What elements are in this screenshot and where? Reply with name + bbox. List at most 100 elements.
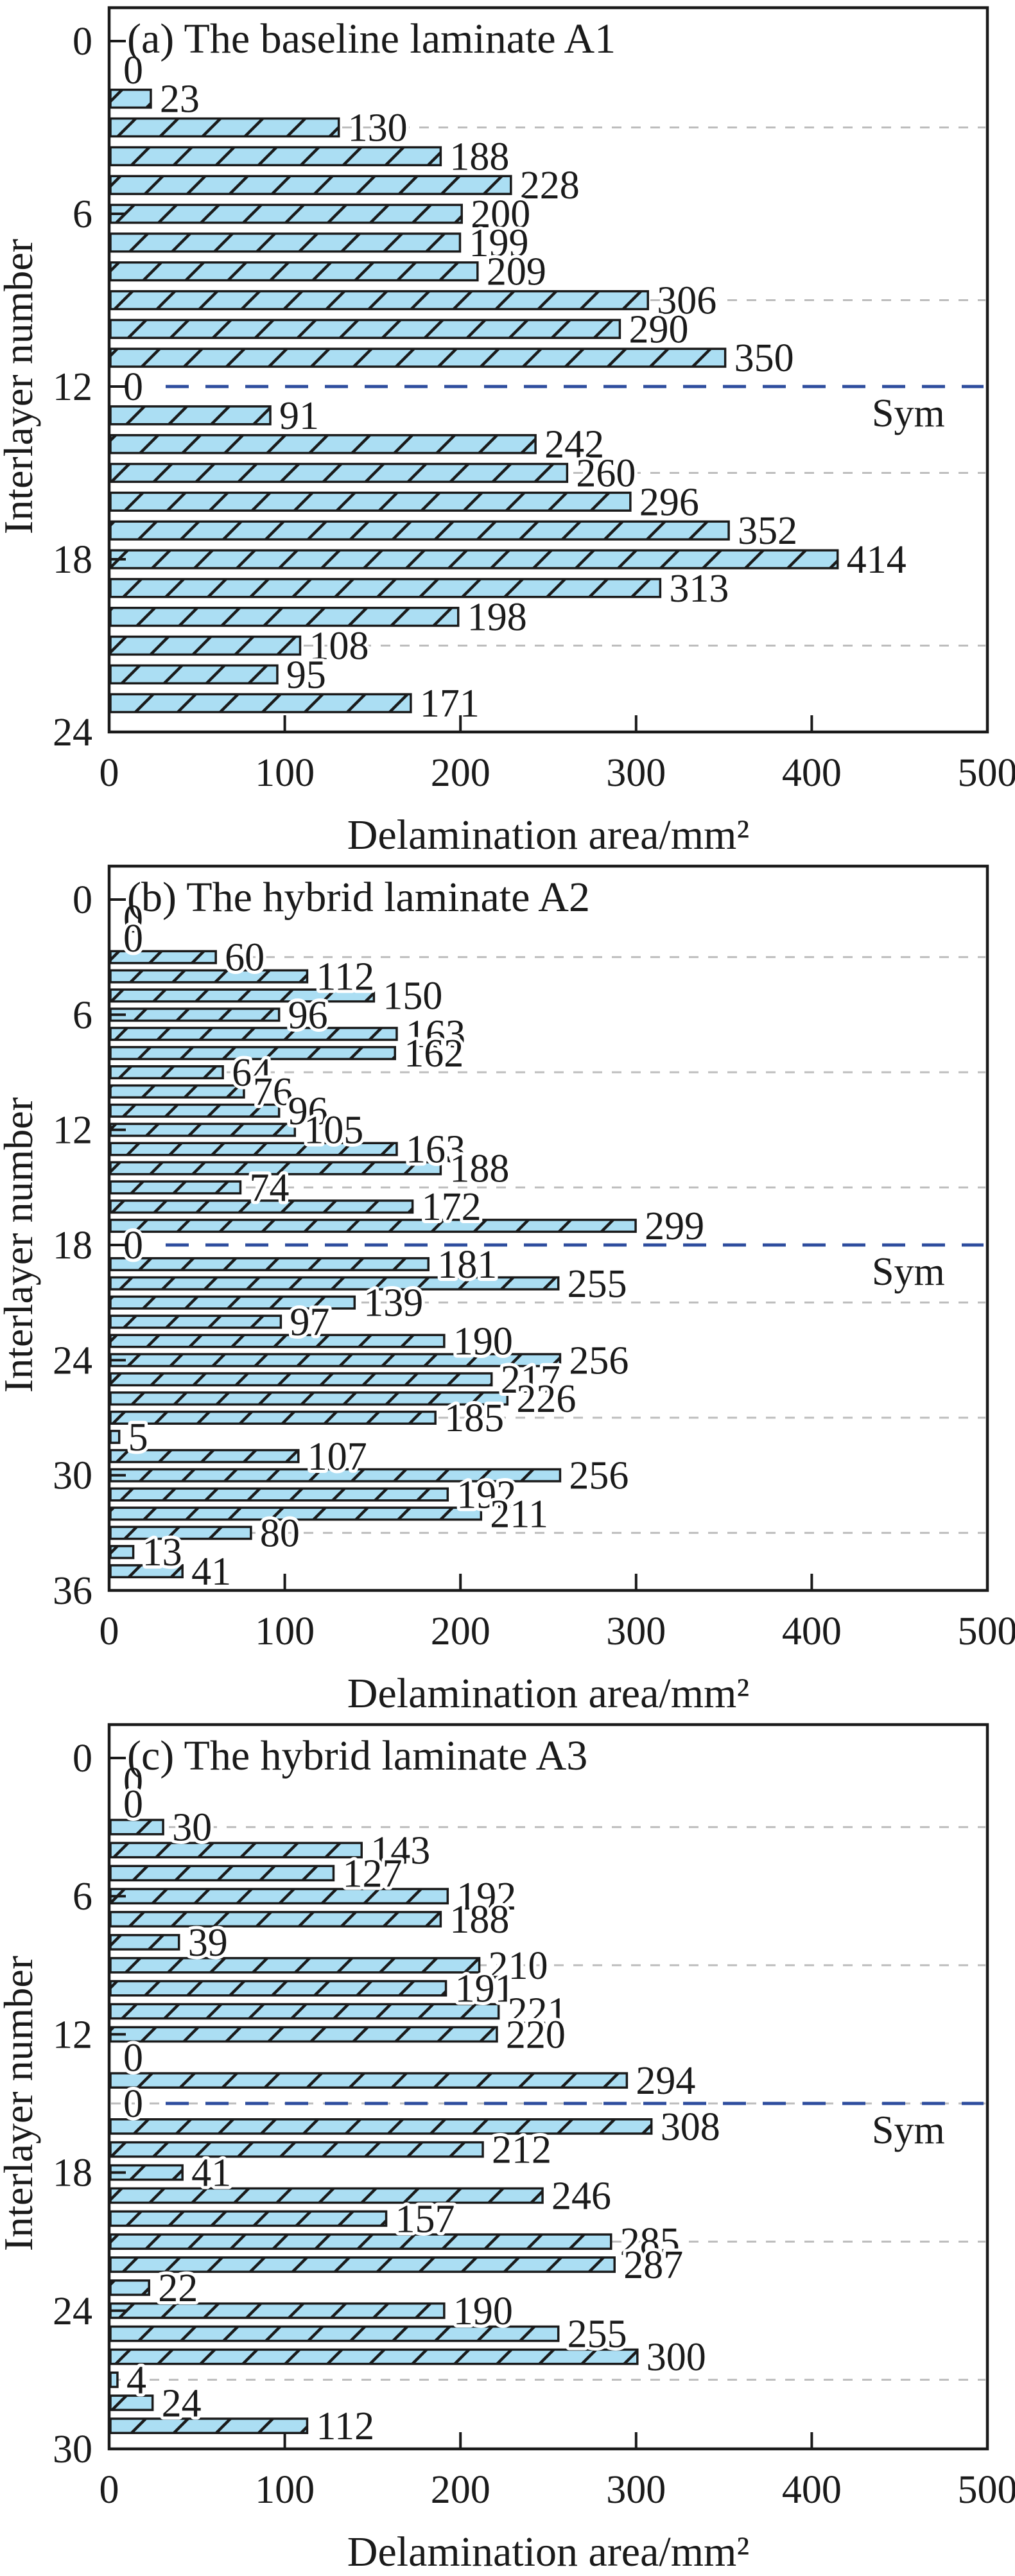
bar-interlayer-7	[109, 1911, 442, 1928]
bar-interlayer-3	[109, 117, 340, 138]
y-tick-label: 30	[53, 2428, 92, 2471]
bar-value-label: 127	[342, 1852, 402, 1895]
bar-interlayer-27	[109, 1410, 437, 1425]
bar-interlayer-20	[109, 607, 460, 627]
bar-value-label: 256	[569, 1339, 629, 1382]
bar-value-label: 220	[506, 2013, 566, 2057]
bar-interlayer-8	[109, 261, 479, 282]
bar-value-label: 210	[489, 1944, 548, 1988]
chart-panel-c: 0 0 30 143 127 192 188 39 210 191 221 220 0 294 0 308 21…	[0, 1717, 1015, 2576]
bar-value-label: 0	[123, 1760, 143, 1804]
bar-value-label: 246	[551, 2174, 611, 2218]
y-tick-label: 24	[53, 1339, 92, 1382]
bar-value-label: 414	[847, 538, 907, 582]
bar-value-label: 294	[636, 2059, 695, 2103]
bar-interlayer-19	[109, 578, 662, 598]
bar-value-label: 13	[143, 1531, 182, 1574]
bar-interlayer-18	[109, 549, 839, 570]
bar-value-label: 285	[620, 2220, 680, 2264]
bar-value-label: 23	[160, 78, 200, 121]
bar-interlayer-7	[109, 232, 462, 253]
x-tick-label: 0	[100, 751, 119, 795]
bar-value-label: 95	[286, 653, 326, 697]
bar-value-label: 60	[225, 936, 265, 980]
bar-value-label: 300	[646, 2336, 706, 2380]
y-axis-label: Interlayer number	[0, 1956, 41, 2251]
bar-interlayer-5	[109, 175, 512, 195]
bar-value-label: 188	[449, 1147, 509, 1190]
bar-value-label: 0	[123, 2082, 143, 2126]
bar-value-label: 209	[487, 250, 546, 294]
y-tick-label: 6	[73, 1875, 92, 1919]
bar-interlayer-28	[109, 1429, 121, 1444]
bar-value-label: 30	[172, 1806, 212, 1850]
x-tick-label: 500	[958, 1610, 1015, 1653]
bar-value-label: 150	[383, 974, 442, 1018]
x-tick-label: 500	[958, 751, 1015, 795]
bar-value-label: 199	[469, 222, 528, 265]
bar-value-label: 306	[657, 279, 716, 323]
bar-interlayer-6	[109, 1007, 281, 1022]
bar-value-label: 0	[123, 898, 143, 941]
chart-title: (a) The baseline laminate A1	[127, 15, 616, 62]
x-axis-label: Delamination area/mm²	[347, 2528, 749, 2575]
bar-value-label: 255	[568, 2313, 627, 2356]
bar-value-label: 107	[308, 1435, 367, 1479]
bar-value-label: 143	[370, 1829, 430, 1872]
bar-value-label: 290	[629, 308, 688, 351]
bar-interlayer-12	[109, 1122, 297, 1137]
bar-value-label: 212	[492, 2128, 551, 2172]
x-tick-label: 100	[255, 2468, 315, 2512]
bar-value-label: 188	[449, 135, 509, 178]
bar-interlayer-21	[109, 635, 302, 656]
x-tick-label: 100	[255, 751, 315, 795]
bar-value-label: 242	[544, 423, 604, 467]
y-tick-label: 18	[53, 538, 92, 582]
bar-value-label: 352	[738, 509, 797, 553]
bar-value-label: 96	[288, 993, 328, 1037]
bar-interlayer-25	[109, 1372, 493, 1387]
bar-value-label: 185	[444, 1397, 504, 1440]
bar-interlayer-4	[109, 969, 309, 984]
bar-value-label: 96	[288, 1090, 328, 1133]
bar-value-label: 190	[453, 1319, 513, 1363]
bar-interlayer-34	[109, 1545, 135, 1560]
bar-value-label: 296	[639, 480, 699, 524]
bar-interlayer-14	[109, 434, 537, 455]
bar-value-label: 198	[467, 596, 527, 640]
bar-value-label: 190	[453, 2290, 513, 2333]
x-tick-label: 0	[100, 1610, 119, 1653]
bar-value-label: 108	[309, 625, 369, 668]
bar-interlayer-4	[109, 146, 442, 166]
bar-interlayer-9	[109, 1065, 224, 1080]
x-axis-label: Delamination area/mm²	[347, 1670, 749, 1717]
bar-value-label: 74	[249, 1166, 289, 1210]
bar-interlayer-29	[109, 2417, 309, 2435]
y-axis-label: Interlayer number	[0, 239, 41, 534]
bar-value-label: 211	[490, 1492, 548, 1536]
y-tick-label: 6	[73, 993, 92, 1037]
bar-value-label: 171	[420, 682, 480, 726]
bar-interlayer-4	[109, 1841, 363, 1859]
bar-value-label: 162	[404, 1032, 464, 1075]
x-tick-label: 0	[100, 2468, 119, 2512]
bar-value-label: 172	[422, 1185, 481, 1229]
bar-interlayer-16	[109, 491, 632, 512]
bar-interlayer-2	[109, 89, 152, 109]
bar-value-label: 200	[471, 193, 530, 236]
bar-value-label: 112	[316, 955, 374, 999]
bar-interlayer-20	[109, 2210, 388, 2227]
bar-value-label: 97	[290, 1301, 329, 1345]
bar-value-label: 80	[260, 1511, 300, 1555]
bar-interlayer-17	[109, 2141, 484, 2158]
bar-interlayer-9	[109, 1956, 481, 1974]
bar-interlayer-23	[109, 693, 412, 713]
chart-title: (c) The hybrid laminate A3	[127, 1732, 587, 1779]
x-tick-label: 400	[782, 751, 842, 795]
bar-value-label: 191	[455, 1967, 515, 2011]
bar-interlayer-13	[109, 405, 272, 426]
bar-interlayer-27	[109, 2371, 119, 2389]
bar-value-label: 228	[520, 164, 580, 207]
bar-value-label: 163	[406, 1128, 465, 1172]
